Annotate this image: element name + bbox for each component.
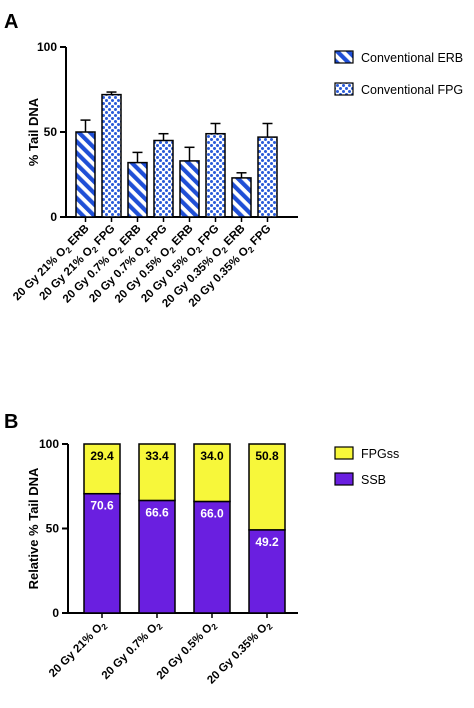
bar: [127, 161, 148, 218]
y-axis-title: % Tail DNA: [26, 97, 41, 166]
y-tick-label: 50: [46, 522, 60, 536]
y-axis-title: Relative % Tail DNA: [26, 467, 41, 589]
stacked-bar-segment: [248, 529, 286, 614]
legend-label: FPGss: [361, 447, 399, 461]
stacked-bar-segment: [83, 443, 121, 495]
stacked-bar-segment: [248, 443, 286, 531]
legend-swatch: [334, 446, 354, 460]
data-label: 29.4: [90, 449, 114, 463]
data-label: 34.0: [200, 449, 224, 463]
bar: [257, 136, 278, 218]
y-tick-label: 50: [44, 125, 58, 139]
legend-label: Conventional FPG: [361, 83, 463, 97]
panel-b-letter: B: [4, 411, 18, 433]
bar: [179, 160, 200, 218]
bar: [231, 177, 252, 218]
y-tick-label: 0: [52, 606, 59, 620]
bar: [101, 93, 122, 218]
stacked-bar-segment: [138, 443, 176, 502]
bar: [153, 139, 174, 218]
data-label: 49.2: [255, 535, 279, 549]
legend-swatch: [334, 82, 354, 96]
y-tick-label: 0: [50, 210, 57, 224]
stacked-bar-segment: [193, 443, 231, 503]
legend-label: SSB: [361, 473, 386, 487]
data-label: 66.0: [200, 506, 224, 520]
legend-swatch: [334, 472, 354, 486]
bar: [75, 131, 96, 218]
bar: [205, 132, 226, 218]
panel-a-letter: A: [4, 11, 18, 33]
data-label: 66.6: [145, 505, 169, 519]
y-tick-label: 100: [39, 437, 59, 451]
data-label: 33.4: [145, 449, 169, 463]
y-tick-label: 100: [37, 40, 57, 54]
data-label: 50.8: [255, 449, 279, 463]
legend-swatch: [334, 50, 354, 64]
data-label: 70.6: [90, 499, 114, 513]
legend-label: Conventional ERB: [361, 51, 463, 65]
